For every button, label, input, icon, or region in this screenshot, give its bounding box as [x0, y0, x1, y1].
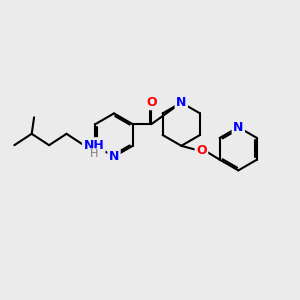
Text: N: N [233, 121, 244, 134]
Text: N: N [176, 96, 187, 109]
Text: H: H [90, 149, 98, 159]
Text: N: N [109, 150, 119, 163]
Text: O: O [146, 96, 157, 109]
Text: O: O [196, 144, 207, 158]
Text: NH: NH [83, 139, 104, 152]
